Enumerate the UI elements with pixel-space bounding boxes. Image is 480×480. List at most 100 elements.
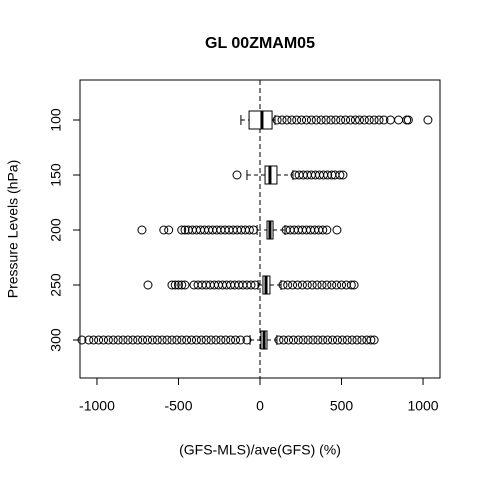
outlier	[336, 115, 346, 125]
outlier	[277, 115, 287, 125]
x-tick-label: 1000	[407, 398, 438, 414]
outlier	[354, 115, 364, 125]
outlier	[379, 115, 389, 125]
outlier	[108, 335, 118, 345]
outlier	[164, 225, 174, 235]
x-axis-label: (GFS-MLS)/ave(GFS) (%)	[179, 442, 341, 458]
outlier	[362, 335, 372, 345]
outlier	[128, 335, 138, 345]
outlier	[318, 225, 328, 235]
outlier	[347, 335, 357, 345]
outlier	[297, 115, 307, 125]
outlier	[374, 115, 384, 125]
outlier	[143, 335, 152, 345]
outlier	[306, 115, 316, 125]
outlier	[242, 335, 252, 345]
outlier	[216, 335, 226, 345]
outlier	[157, 335, 167, 345]
outlier	[221, 335, 231, 345]
outlier	[337, 335, 347, 345]
outlier	[403, 115, 413, 125]
outlier	[288, 335, 298, 345]
outlier	[123, 335, 133, 345]
outlier	[369, 335, 379, 345]
outlier	[312, 280, 322, 290]
outlier	[232, 170, 242, 180]
y-tick-label: 200	[48, 218, 64, 242]
outlier	[341, 115, 351, 125]
outlier	[345, 115, 355, 125]
x-tick-label: -1000	[79, 398, 115, 414]
y-tick-label: 250	[48, 273, 64, 297]
outlier	[284, 335, 294, 345]
outlier	[316, 115, 326, 125]
y-tick-label: 100	[48, 108, 64, 132]
outlier	[191, 335, 201, 345]
x-tick-label: 0	[256, 398, 264, 414]
outlier	[177, 280, 187, 290]
outlier	[337, 280, 347, 290]
outlier	[352, 335, 362, 345]
outlier	[138, 335, 148, 345]
outlier	[321, 115, 331, 125]
outlier	[346, 280, 356, 290]
outlier	[103, 335, 113, 345]
outlier	[118, 335, 128, 345]
outlier	[182, 335, 192, 345]
outlier	[172, 335, 182, 345]
outlier	[322, 280, 332, 290]
outlier	[323, 335, 333, 345]
outlier	[297, 280, 307, 290]
outlier	[327, 280, 337, 290]
outlier	[332, 225, 342, 235]
outlier	[298, 335, 308, 345]
outlier	[342, 335, 352, 345]
outlier	[279, 335, 289, 345]
outlier	[331, 115, 341, 125]
outlier	[162, 335, 172, 345]
outlier	[282, 115, 292, 125]
outlier	[357, 335, 367, 345]
outlier	[292, 115, 302, 125]
outlier	[143, 280, 153, 290]
outlier	[303, 335, 313, 345]
outlier	[323, 170, 333, 180]
outlier	[211, 335, 221, 345]
outlier	[293, 280, 302, 290]
outlier	[231, 335, 241, 345]
outlier	[133, 335, 143, 345]
outlier	[89, 335, 99, 345]
outlier	[322, 225, 332, 235]
x-tick-label: 500	[330, 398, 354, 414]
outlier	[226, 335, 236, 345]
y-tick-label: 300	[48, 328, 64, 352]
outlier	[283, 280, 293, 290]
chart-title: GL 00ZMAM05	[205, 35, 315, 52]
y-tick-label: 150	[48, 163, 64, 187]
outlier	[288, 280, 298, 290]
outlier	[170, 280, 180, 290]
outlier	[293, 335, 303, 345]
outlier	[364, 115, 374, 125]
outlier	[317, 280, 327, 290]
outlier	[84, 335, 94, 345]
outlier	[152, 335, 162, 345]
outlier	[338, 170, 348, 180]
outlier	[77, 335, 87, 345]
outlier	[177, 225, 187, 235]
x-tick-label: -500	[164, 398, 192, 414]
outlier	[147, 335, 157, 345]
outlier	[137, 225, 147, 235]
outlier	[244, 225, 254, 235]
outlier	[359, 115, 369, 125]
outlier	[274, 335, 284, 345]
outlier	[302, 280, 312, 290]
y-axis-label: Pressure Levels (hPa)	[5, 160, 21, 299]
outlier	[196, 335, 206, 345]
outlier	[318, 335, 328, 345]
outlier	[98, 335, 108, 345]
outlier	[159, 225, 169, 235]
outlier	[173, 280, 183, 290]
outlier	[94, 335, 104, 345]
